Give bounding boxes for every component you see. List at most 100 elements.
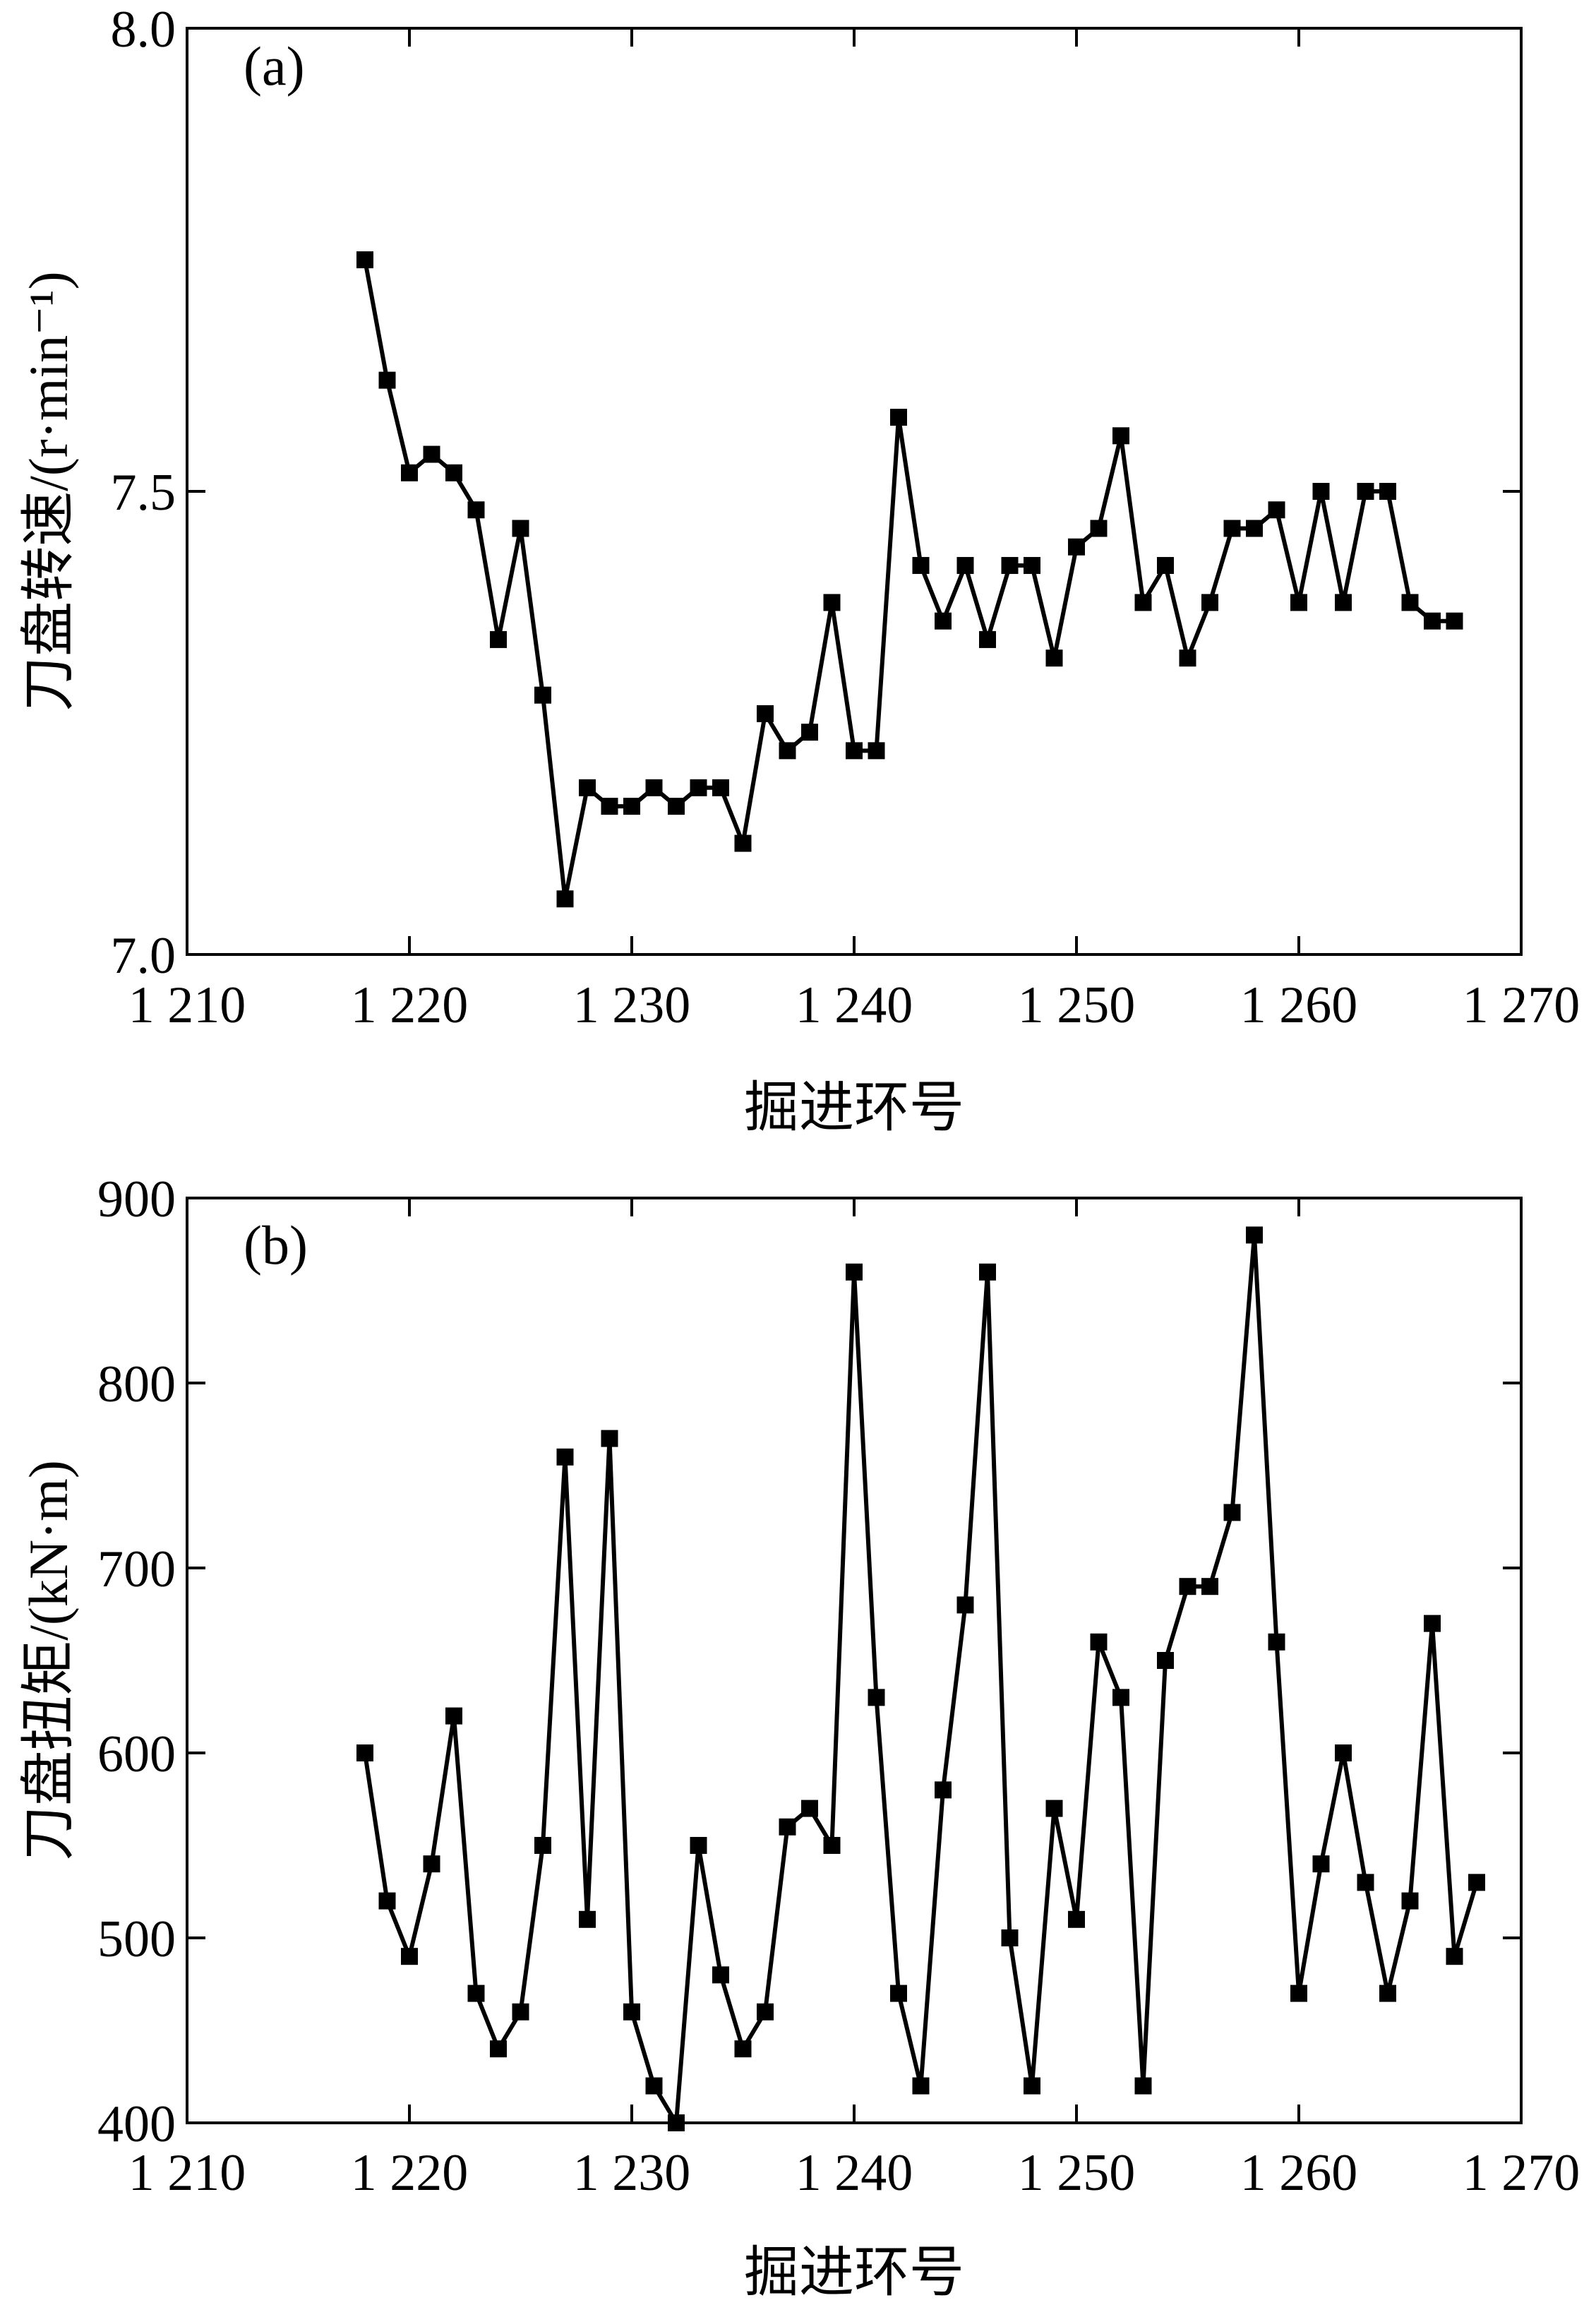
data-point	[1024, 556, 1040, 574]
data-point	[979, 1263, 996, 1281]
data-point	[1312, 1855, 1330, 1873]
y-tick-label: 7.0	[111, 927, 176, 985]
y-tick-label: 800	[97, 1355, 176, 1413]
data-point	[467, 1984, 485, 2002]
data-point	[1068, 538, 1085, 556]
data-point	[935, 1781, 952, 1799]
data-point	[401, 1948, 418, 1965]
data-point	[956, 1596, 974, 1614]
data-point	[1134, 594, 1152, 611]
data-point	[935, 612, 952, 630]
y-tick-label: 8.0	[111, 1, 176, 59]
data-point	[690, 1837, 707, 1854]
data-point	[1335, 1744, 1352, 1761]
data-point	[712, 1966, 729, 1984]
data-markers	[356, 251, 1463, 908]
data-point	[423, 1855, 440, 1873]
panel-a: 1 210 1 220 1 230 1 240 1 250 1 260 1 270 7.0 7.…	[18, 1, 1580, 1138]
data-point	[378, 1892, 396, 1910]
x-tick-label: 1 260	[1240, 976, 1358, 1034]
tick-labels: 1 210 1 220 1 230 1 240 1 250 1 260 1 270 400 50…	[97, 1171, 1580, 2202]
data-point	[1379, 483, 1396, 500]
data-point	[1357, 483, 1374, 500]
panel-label: (b)	[244, 1214, 308, 1276]
data-point	[378, 371, 396, 389]
y-axis-label: 刀盘转速/(r·min⁻¹)	[18, 271, 79, 711]
x-tick-label: 1 270	[1463, 976, 1580, 1034]
data-point	[1268, 501, 1285, 519]
x-axis-label: 掘进环号	[744, 1077, 964, 1138]
data-point	[1357, 1874, 1374, 1891]
y-tick-label: 7.5	[111, 464, 176, 522]
data-point	[1157, 1652, 1174, 1669]
data-point	[668, 798, 685, 815]
y-axis-label: 刀盘扭矩/(kN·m)	[18, 1460, 79, 1861]
data-point	[734, 834, 752, 852]
data-point	[1290, 594, 1307, 611]
data-point	[1179, 649, 1196, 667]
data-markers	[356, 1226, 1485, 2131]
data-point	[712, 779, 729, 796]
x-tick-label: 1 240	[796, 976, 913, 1034]
data-point	[1401, 594, 1419, 611]
data-point	[1401, 1892, 1419, 1910]
data-point	[1246, 1226, 1263, 1244]
data-point	[534, 1837, 551, 1854]
x-axis-label: 掘进环号	[744, 2241, 964, 2303]
x-tick-label: 1 230	[573, 2144, 691, 2202]
data-point	[1290, 1984, 1307, 2002]
data-point	[1424, 612, 1441, 630]
data-point	[356, 251, 373, 268]
data-point	[1112, 427, 1129, 445]
data-point	[912, 556, 930, 574]
tick-labels: 1 210 1 220 1 230 1 240 1 250 1 260 1 270 7.0 7.…	[111, 1, 1580, 1034]
data-point	[1312, 483, 1330, 500]
data-point	[556, 1448, 574, 1466]
data-point	[1134, 2077, 1152, 2095]
x-tick-label: 1 230	[573, 976, 691, 1034]
data-point	[668, 2114, 685, 2131]
data-point	[556, 890, 574, 908]
y-tick-label: 600	[97, 1725, 176, 1783]
data-point	[512, 2003, 529, 2020]
data-point	[356, 1744, 373, 1761]
x-tick-label: 1 220	[351, 2144, 469, 2202]
data-point	[401, 464, 418, 481]
data-point	[490, 2040, 507, 2058]
data-point	[801, 724, 818, 741]
data-point	[734, 2040, 752, 2058]
data-point	[1446, 1948, 1463, 1965]
data-point	[1157, 556, 1174, 574]
data-point	[1446, 612, 1463, 630]
data-point	[890, 409, 907, 426]
data-point	[1001, 1929, 1019, 1946]
data-point	[823, 594, 841, 611]
data-point	[801, 1800, 818, 1817]
x-tick-label: 1 270	[1463, 2144, 1580, 2202]
data-point	[623, 798, 640, 815]
y-tick-label: 500	[97, 1910, 176, 1968]
data-point	[467, 501, 485, 519]
data-point	[1468, 1874, 1485, 1891]
series-line	[363, 1235, 1479, 2130]
data-point	[579, 779, 596, 796]
data-point	[579, 1910, 596, 1928]
data-point	[1223, 520, 1241, 537]
data-point	[757, 2003, 774, 2020]
data-point	[601, 1430, 618, 1447]
data-point	[1335, 594, 1352, 611]
data-point	[1179, 1578, 1196, 1595]
data-point	[823, 1837, 841, 1854]
data-point	[912, 2077, 930, 2095]
data-point	[868, 1689, 885, 1706]
data-point	[534, 686, 551, 704]
data-point	[956, 556, 974, 574]
data-point	[779, 742, 796, 760]
data-point	[979, 630, 996, 648]
x-tick-label: 1 250	[1018, 976, 1136, 1034]
axis-ticks	[186, 27, 1523, 956]
data-point	[1268, 1633, 1285, 1651]
y-tick-label: 700	[97, 1540, 176, 1598]
data-point	[423, 445, 440, 463]
